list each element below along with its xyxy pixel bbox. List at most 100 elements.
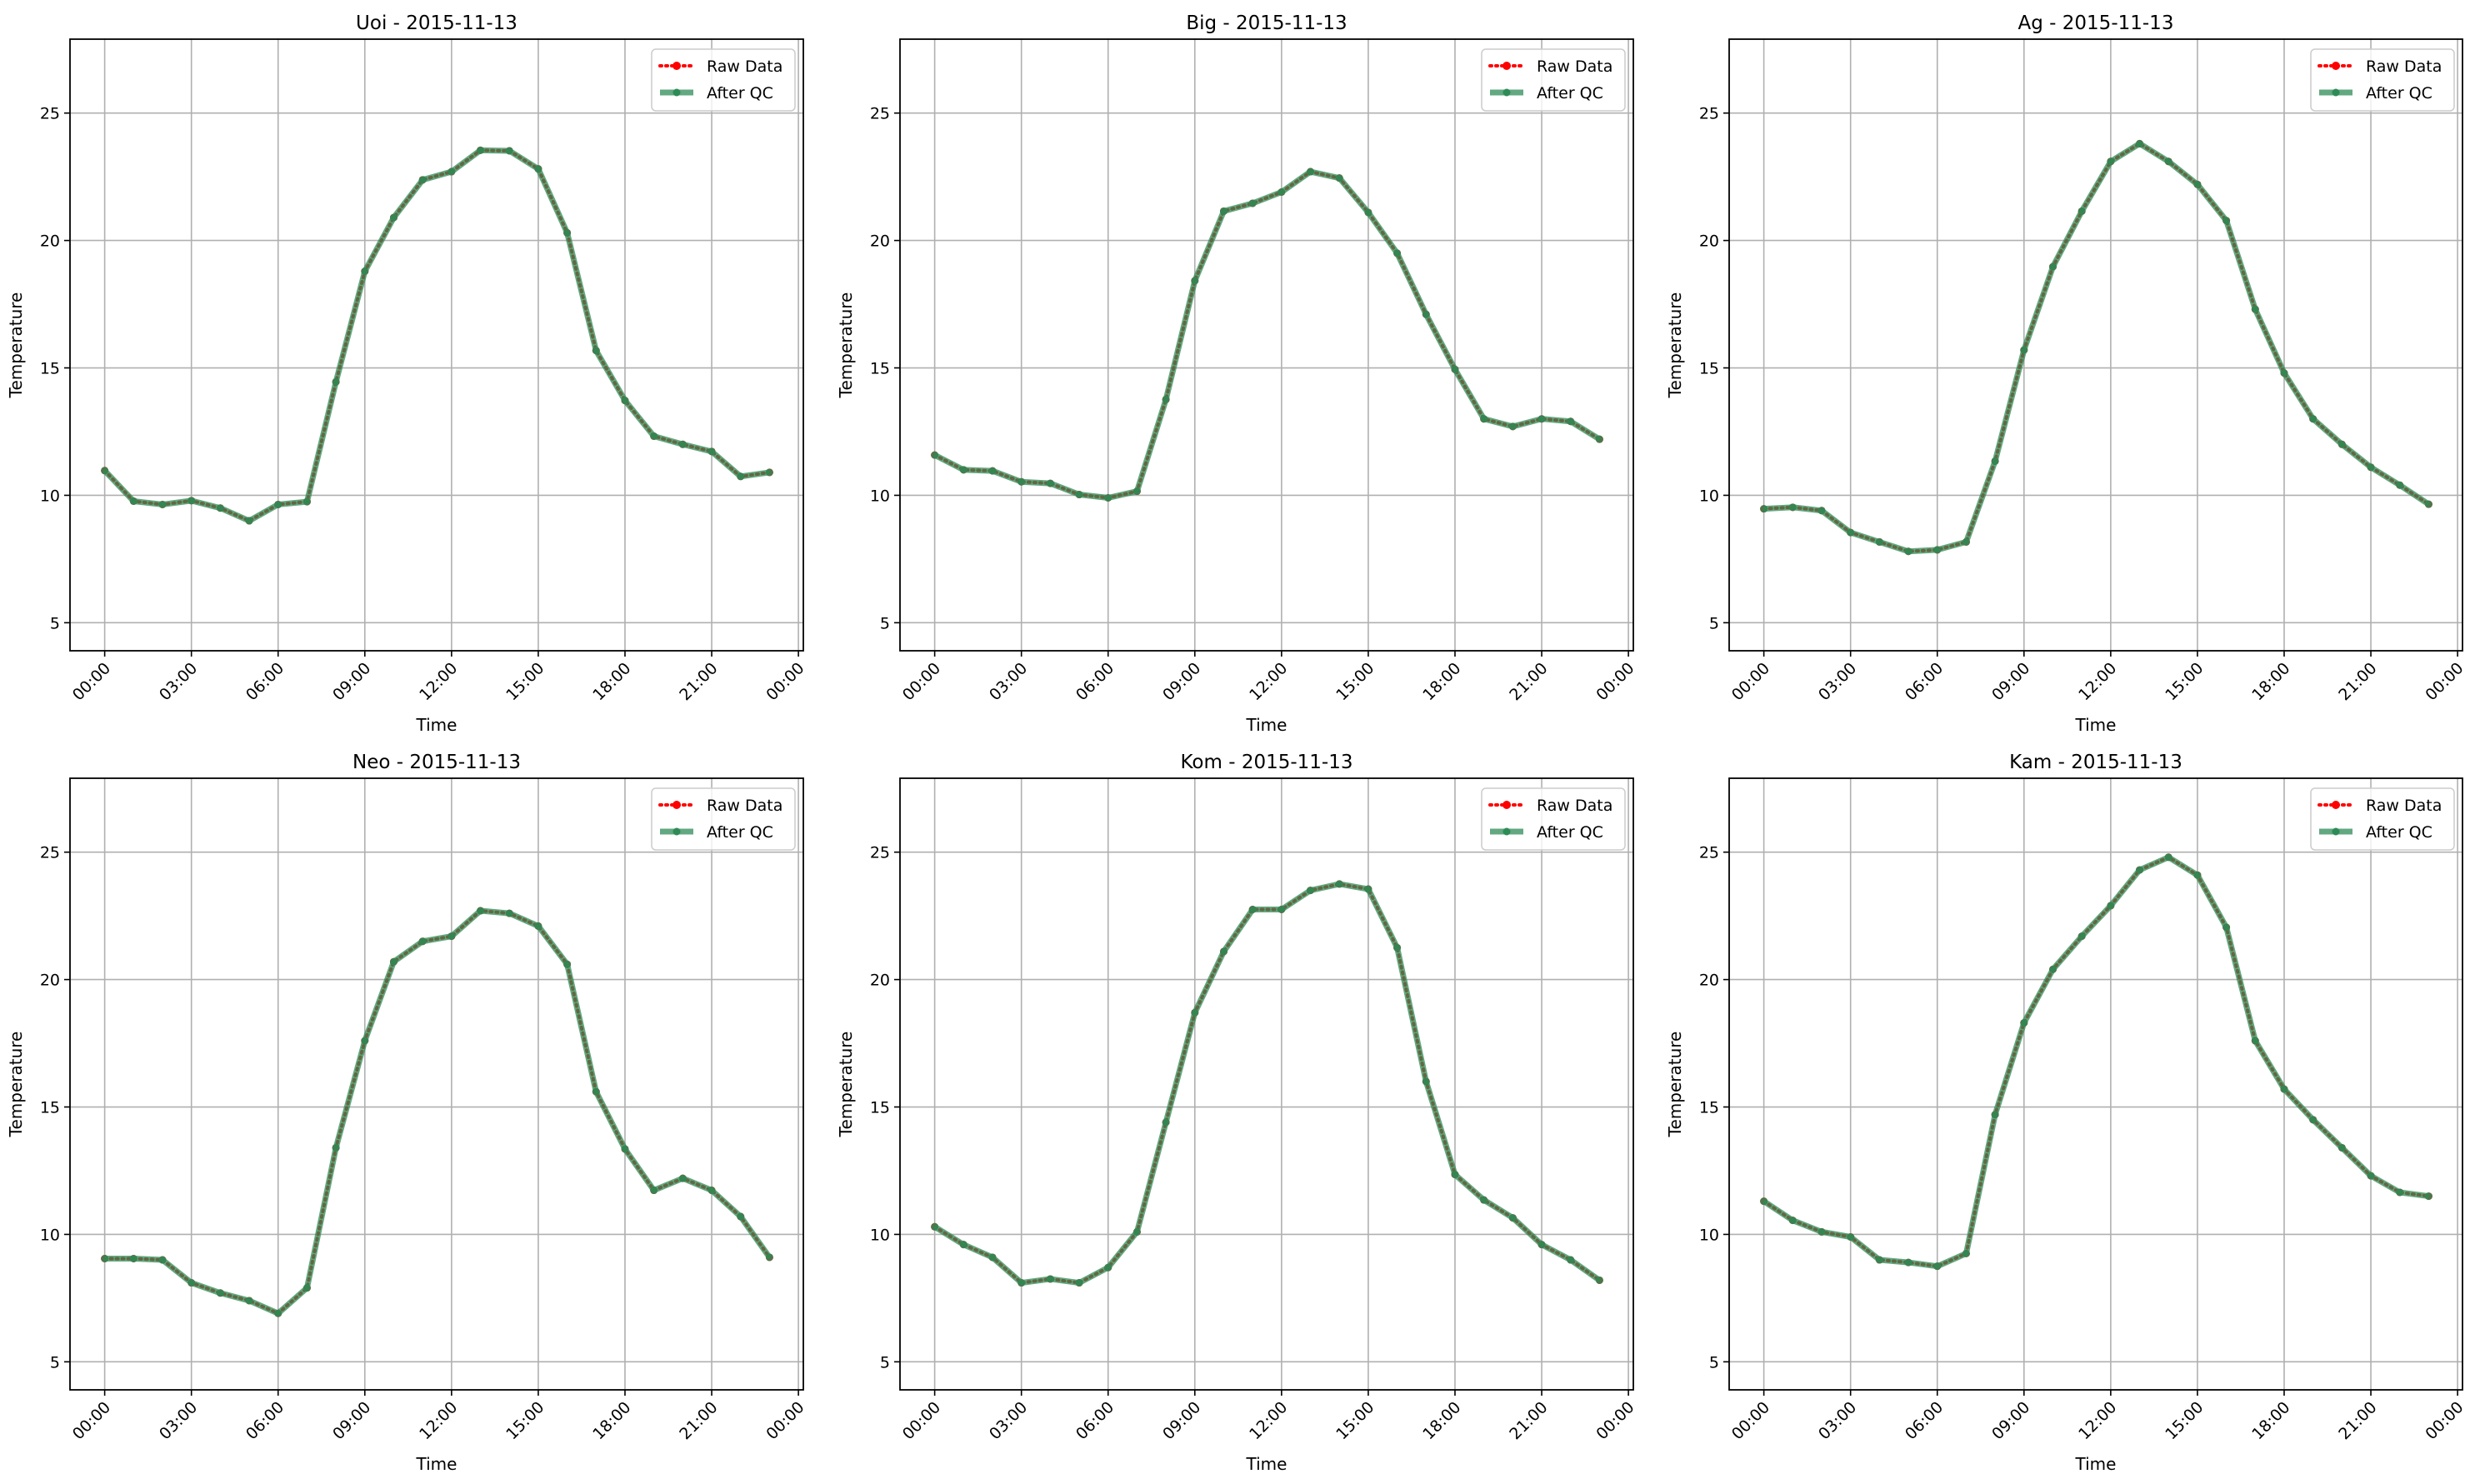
raw-data-line (102, 908, 772, 1316)
after-qc-point (1132, 1227, 1141, 1236)
after-qc-point (129, 497, 138, 505)
subplot-title: Uoi - 2015-11-13 (356, 12, 518, 34)
x-tick-label: 18:00 (2248, 659, 2293, 704)
after-qc-point (1364, 208, 1372, 217)
x-tick-label: 21:00 (676, 659, 721, 704)
x-tick-label: 00:00 (762, 659, 808, 704)
after-qc-point (2251, 305, 2259, 313)
subplot-kam: 5 10 15 20 25 00:00 03:00 06:00 09:00 12:00 15:00 1… (1665, 752, 2468, 1474)
axes-frame (1728, 777, 2463, 1391)
legend: Raw Data After QC (651, 787, 796, 851)
x-tick-label: 18:00 (1419, 659, 1464, 704)
after-qc-point (1422, 1077, 1430, 1086)
after-qc-point (1933, 1262, 1942, 1271)
x-tick-label: 06:00 (242, 1398, 288, 1443)
after-qc-point (2280, 1085, 2288, 1093)
x-tick-label: 00:00 (1728, 1398, 1773, 1443)
y-tick-label: 20 (1699, 232, 1719, 251)
y-tick-label: 20 (40, 972, 60, 990)
raw-data-line (102, 148, 772, 523)
legend-raw-label: Raw Data (707, 57, 782, 76)
after-qc-point (1508, 422, 1517, 431)
y-tick-label: 5 (1709, 614, 1719, 632)
after-qc-point (1162, 1118, 1170, 1127)
legend-raw-label: Raw Data (1537, 57, 1612, 76)
after-qc-point (2338, 1143, 2346, 1152)
y-tick-label: 25 (1699, 844, 1719, 862)
after-qc-point (2367, 1172, 2375, 1180)
x-tick-label: 00:00 (69, 659, 114, 704)
after-qc-point (592, 1087, 600, 1096)
y-tick-label: 20 (870, 232, 890, 251)
after-qc-point (129, 1254, 138, 1262)
after-qc-point (1191, 277, 1199, 285)
x-tick-label: 18:00 (2248, 1398, 2293, 1443)
subplot-title: Big - 2015-11-13 (1186, 12, 1347, 34)
after-qc-point (1933, 546, 1942, 554)
legend: Raw Data After QC (651, 48, 796, 112)
after-qc-point (448, 167, 456, 176)
after-qc-point (505, 147, 513, 155)
after-qc-point (361, 267, 369, 276)
after-qc-point (1788, 503, 1797, 512)
legend-qc-label: After QC (1537, 823, 1603, 842)
x-tick-label: 00:00 (762, 1398, 808, 1443)
x-tick-label: 21:00 (676, 1398, 721, 1443)
raw-data-line (1762, 142, 2431, 553)
after-qc-point (2020, 346, 2028, 354)
axes-frame (69, 38, 804, 652)
x-tick-label: 18:00 (589, 659, 634, 704)
after-qc-point (2164, 853, 2172, 862)
after-qc-point (1046, 1275, 1054, 1283)
after-qc-point (1018, 1279, 1026, 1287)
after-qc-point (1595, 1276, 1603, 1284)
after-qc-point (959, 466, 968, 474)
x-tick-label: 15:00 (1332, 1398, 1378, 1443)
after-qc-point (188, 497, 196, 505)
x-tick-label: 09:00 (1988, 1398, 2033, 1443)
x-tick-label: 12:00 (2075, 1398, 2120, 1443)
x-tick-label: 00:00 (1592, 1398, 1638, 1443)
after-qc-point (1248, 906, 1257, 914)
y-tick-label: 5 (50, 1353, 60, 1372)
after-qc-line (1762, 854, 2429, 1270)
after-qc-point (678, 440, 687, 448)
after-qc-point (2193, 871, 2202, 879)
after-qc-point (737, 1212, 745, 1221)
legend: Raw Data After QC (1481, 48, 1626, 112)
legend-raw-label: Raw Data (1537, 797, 1612, 815)
after-qc-point (1075, 1279, 1083, 1287)
y-axis-label: Temperature (836, 1032, 856, 1138)
x-tick-label: 21:00 (1506, 1398, 1551, 1443)
x-axis-label: Time (416, 1454, 458, 1474)
after-qc-point (1875, 537, 1883, 546)
legend-qc-marker (672, 88, 681, 97)
axes-frame (69, 777, 804, 1391)
after-qc-point (1962, 1249, 1970, 1257)
after-qc-point (988, 1253, 997, 1262)
after-qc-point (650, 432, 658, 440)
x-tick-label: 21:00 (1506, 659, 1551, 704)
after-qc-point (1508, 1214, 1517, 1222)
after-qc-point (1046, 479, 1054, 487)
after-qc-point (1018, 477, 1026, 486)
y-tick-label: 5 (880, 614, 890, 632)
legend-qc-marker (672, 827, 681, 836)
legend-raw-marker (2332, 801, 2340, 809)
x-tick-label: 03:00 (156, 1398, 201, 1443)
after-qc-point (1104, 494, 1112, 502)
y-tick-label: 15 (870, 360, 890, 378)
after-qc-point (1335, 174, 1343, 182)
after-qc-point (477, 907, 485, 915)
x-tick-label: 09:00 (1159, 1398, 1204, 1443)
y-tick-label: 15 (40, 360, 60, 378)
x-tick-label: 03:00 (156, 659, 201, 704)
legend-qc-marker (2332, 88, 2340, 97)
subplot-ag: 5 10 15 20 25 00:00 03:00 06:00 09:00 12:00 15:00 1… (1665, 12, 2468, 735)
x-axis-label: Time (2075, 1454, 2117, 1474)
after-qc-point (332, 1143, 340, 1152)
after-qc-point (2396, 481, 2404, 489)
x-tick-label: 03:00 (986, 1398, 1031, 1443)
after-qc-point (158, 1256, 167, 1264)
